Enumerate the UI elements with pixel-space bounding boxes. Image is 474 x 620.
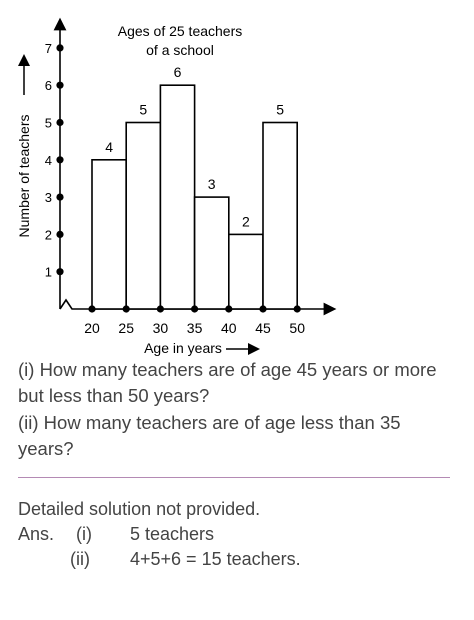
y-tick-label: 3: [45, 190, 52, 205]
y-tick-mark: [56, 156, 64, 164]
x-tick-label: 35: [187, 320, 203, 336]
y-tick-label: 1: [45, 265, 52, 280]
x-tick-mark: [156, 305, 164, 313]
y-tick-label: 2: [45, 227, 52, 242]
solution-note: Detailed solution not provided.: [18, 499, 261, 519]
y-tick-mark: [56, 193, 64, 201]
x-tick-label: 30: [153, 320, 169, 336]
histogram-bar: [91, 159, 128, 310]
x-tick-mark: [122, 305, 130, 313]
question-2: (ii) How many teachers are of age less t…: [18, 412, 401, 459]
chart-title-line-1: Ages of 25 teachers: [118, 23, 243, 39]
bar-value-label: 4: [105, 139, 113, 155]
answer-2-label: (ii): [70, 549, 90, 569]
y-axis-label: Number of teachers: [16, 115, 32, 238]
histogram-bar: [262, 121, 299, 310]
x-tick-mark: [191, 305, 199, 313]
answer-prefix: Ans.: [18, 524, 55, 544]
x-tick-mark: [225, 305, 233, 313]
bar-value-label: 5: [276, 102, 284, 118]
y-tick-mark: [56, 230, 64, 238]
x-tick-label: 50: [289, 320, 305, 336]
x-axis-label: Age in years: [144, 340, 222, 356]
x-tick-label: 20: [84, 320, 100, 336]
x-tick-label: 40: [221, 320, 237, 336]
bar-value-label: 2: [242, 213, 250, 229]
x-tick-label: 45: [255, 320, 271, 336]
y-tick-labels: 1 2 3 4 5 6 7: [45, 41, 64, 280]
y-tick-mark: [56, 268, 64, 276]
x-tick-labels: 20 25 30 35 40 45 50: [84, 305, 305, 336]
y-tick-label: 7: [45, 41, 52, 56]
histogram-bars: [91, 84, 299, 310]
x-tick-mark: [88, 305, 96, 313]
answer-2-text: 4+5+6 = 15 teachers.: [130, 549, 301, 569]
x-tick-mark: [293, 305, 301, 313]
answer-1-text: 5 teachers: [130, 524, 215, 544]
y-tick-label: 4: [45, 153, 52, 168]
divider-line: [18, 477, 450, 478]
answer-row-1: Ans. (i) 5 teachers: [18, 522, 214, 546]
y-tick-mark: [56, 81, 64, 89]
y-tick-label: 5: [45, 116, 52, 131]
histogram-bar: [125, 121, 162, 310]
bar-value-labels: 4 5 6 3 2 5: [105, 64, 284, 229]
x-tick-mark: [259, 305, 267, 313]
x-axis-break: [59, 298, 78, 310]
histogram-bar: [193, 196, 230, 310]
bar-value-label: 6: [174, 64, 182, 80]
histogram-bar: [228, 233, 264, 310]
x-tick-label: 25: [118, 320, 134, 336]
bar-value-label: 5: [139, 102, 147, 118]
bar-value-label: 3: [208, 176, 216, 192]
histogram-bar: [159, 84, 196, 310]
question-1: (i) How many teachers are of age 45 year…: [18, 359, 437, 406]
y-tick-mark: [56, 44, 64, 52]
chart-title-line-2: of a school: [146, 42, 214, 58]
y-tick-mark: [56, 118, 64, 127]
y-tick-label: 6: [45, 78, 52, 93]
answer-1-label: (i): [76, 524, 92, 544]
